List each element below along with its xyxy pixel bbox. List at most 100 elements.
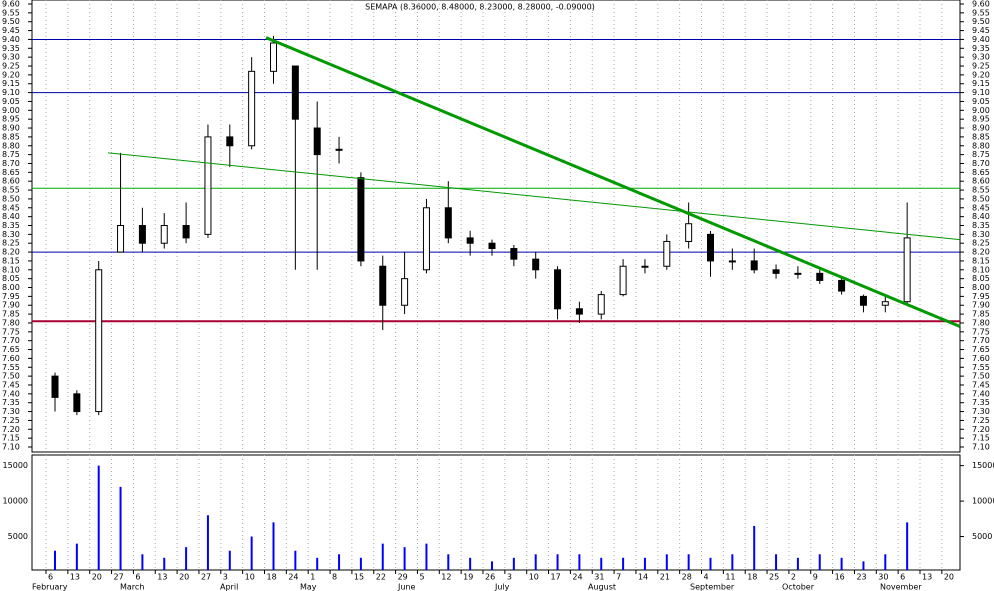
candle-body — [816, 272, 824, 281]
x-tick-label: 1 — [310, 573, 315, 582]
y-tick-label: 9.60 — [2, 0, 20, 9]
candle-body — [707, 233, 714, 262]
candle-body — [685, 223, 693, 242]
y-tick-label: 7.45 — [972, 380, 990, 389]
y-tick-label: 9.00 — [2, 106, 20, 115]
y-tick-label: 8.50 — [2, 194, 20, 203]
y-tick-label: 7.10 — [972, 443, 990, 452]
y-tick-label: 7.70 — [2, 336, 20, 345]
y-tick-label: 7.50 — [2, 372, 20, 381]
y-tick-label: 8.10 — [2, 265, 20, 274]
y-tick-label: 8.55 — [972, 186, 990, 195]
month-label: April — [220, 583, 238, 591]
y-tick-label: 8.55 — [2, 186, 20, 195]
x-tick-label: 26 — [485, 573, 495, 582]
y-tick-label: 8.50 — [972, 194, 990, 203]
y-tick-label: 8.25 — [2, 239, 20, 248]
candle-body — [138, 225, 146, 244]
candle-body — [838, 279, 846, 292]
candle-body — [532, 258, 540, 271]
candle-body — [95, 269, 103, 413]
candle-body — [248, 70, 256, 147]
y-tick-label: 7.90 — [2, 301, 20, 310]
y-tick-label: 8.20 — [2, 248, 20, 257]
y-tick-label: 7.40 — [972, 389, 990, 398]
y-tick-label: 8.15 — [2, 256, 20, 265]
x-tick-label: 6 — [900, 573, 905, 582]
y-tick-label: 9.05 — [2, 97, 20, 106]
y-tick-label: 7.65 — [972, 345, 990, 354]
y-tick-label: 7.90 — [972, 301, 990, 310]
candle-body — [728, 260, 736, 263]
x-tick-label: 18 — [747, 573, 757, 582]
y-tick-label: 9.10 — [2, 88, 20, 97]
x-tick-label: 29 — [398, 573, 408, 582]
y-tick-label: 8.95 — [2, 115, 20, 124]
y-tick-label: 9.40 — [2, 35, 20, 44]
month-label: July — [494, 583, 510, 591]
y-tick-label: 9.20 — [2, 70, 20, 79]
x-tick-label: 10 — [245, 573, 255, 582]
y-tick-label: 7.65 — [2, 345, 20, 354]
y-tick-label: 7.75 — [972, 327, 990, 336]
x-tick-label: 13 — [70, 573, 80, 582]
y2-tick-label: 15000 — [972, 461, 994, 470]
candle-body — [859, 295, 867, 306]
y2-tick-label: 15000 — [3, 461, 28, 470]
chart-title: SEMAPA (8.36000, 8.48000, 8.23000, 8.280… — [365, 3, 595, 12]
candle-body — [772, 269, 780, 274]
y-tick-label: 8.00 — [2, 283, 20, 292]
x-tick-label: 20 — [92, 573, 102, 582]
x-tick-label: 13 — [922, 573, 932, 582]
month-label: June — [397, 583, 416, 591]
x-tick-label: 24 — [288, 573, 298, 582]
candle-body — [117, 225, 125, 253]
y-tick-label: 8.30 — [2, 230, 20, 239]
x-tick-label: 19 — [463, 573, 473, 582]
y-tick-label: 8.75 — [2, 150, 20, 159]
month-label: March — [120, 583, 144, 591]
y-tick-label: 9.50 — [972, 17, 990, 26]
month-label: May — [300, 583, 317, 591]
x-tick-label: 30 — [878, 573, 888, 582]
x-tick-label: 3 — [223, 573, 228, 582]
y-tick-label: 7.75 — [2, 327, 20, 336]
y-tick-label: 8.45 — [2, 203, 20, 212]
x-tick-label: 21 — [660, 573, 670, 582]
x-tick-label: 5 — [419, 573, 424, 582]
y-tick-label: 9.30 — [972, 53, 990, 62]
x-tick-label: 20 — [944, 573, 954, 582]
y-tick-label: 9.30 — [2, 53, 20, 62]
x-tick-label: 11 — [725, 573, 735, 582]
y-tick-label: 9.60 — [972, 0, 990, 9]
y-tick-label: 7.40 — [2, 389, 20, 398]
candle-body — [663, 240, 671, 267]
x-tick-label: 27 — [114, 573, 124, 582]
month-label: September — [690, 583, 735, 591]
candle-body — [794, 272, 802, 275]
y-tick-label: 9.50 — [2, 17, 20, 26]
candle-body — [750, 260, 758, 271]
y-tick-label: 8.10 — [972, 265, 990, 274]
x-tick-label: 25 — [769, 573, 779, 582]
candle-body — [881, 301, 889, 306]
candle-body — [73, 393, 81, 413]
candle-body — [313, 127, 321, 156]
y-tick-label: 7.55 — [2, 363, 20, 372]
candle-body — [488, 242, 496, 250]
candle-body — [619, 265, 627, 296]
y-tick-label: 8.35 — [2, 221, 20, 230]
y-tick-label: 8.90 — [2, 124, 20, 133]
candle-body — [270, 42, 277, 72]
x-tick-label: 15 — [354, 573, 364, 582]
y-tick-label: 7.35 — [2, 398, 20, 407]
x-tick-label: 3 — [507, 573, 512, 582]
candle-body — [597, 294, 605, 315]
x-tick-label: 31 — [594, 573, 604, 582]
y-tick-label: 9.05 — [972, 97, 990, 106]
y-tick-label: 8.30 — [972, 230, 990, 239]
y-tick-label: 9.45 — [2, 26, 20, 35]
y-tick-label: 9.20 — [972, 70, 990, 79]
y-tick-label: 9.15 — [972, 79, 990, 88]
candle-body — [226, 136, 234, 147]
